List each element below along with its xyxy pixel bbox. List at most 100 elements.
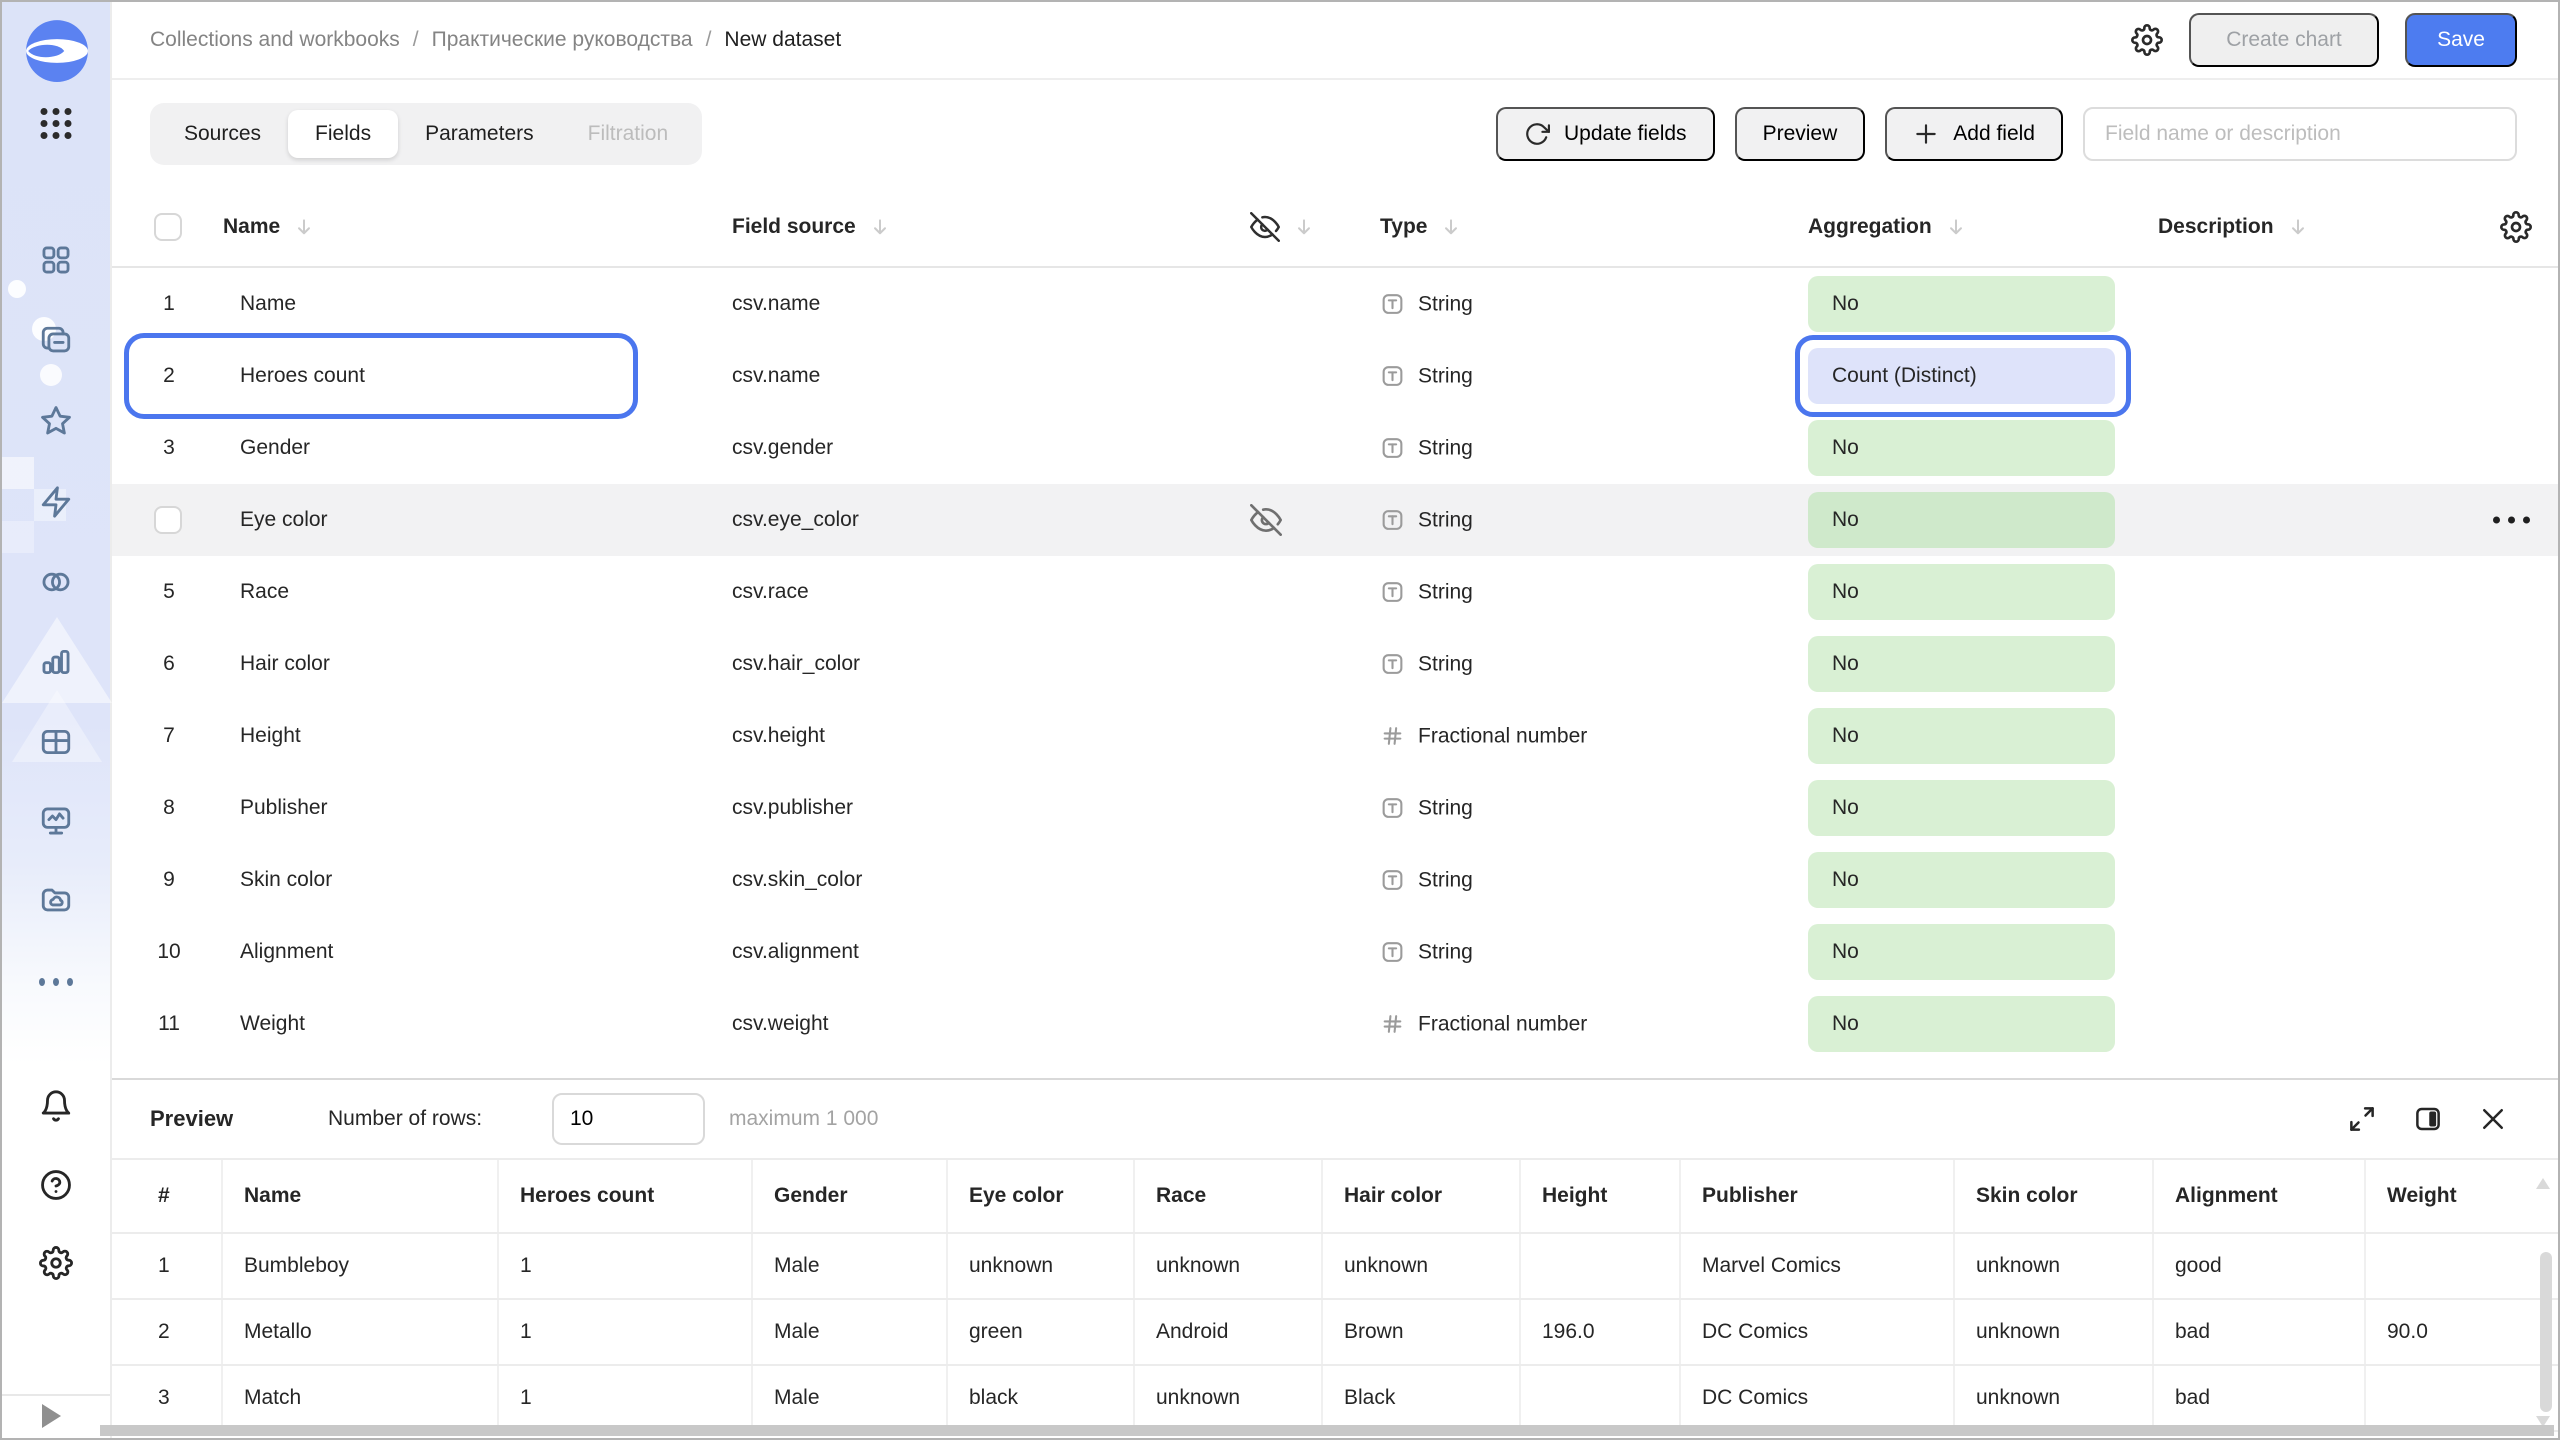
field-source[interactable]: csv.race — [732, 580, 809, 603]
collections-icon[interactable] — [39, 324, 73, 358]
column-header-name[interactable]: Name — [223, 215, 314, 239]
aggregation-select[interactable]: No — [1808, 996, 2115, 1052]
field-type[interactable]: String — [1380, 868, 1473, 893]
field-type[interactable]: Fractional number — [1380, 724, 1587, 749]
scroll-up-arrow[interactable] — [2536, 1178, 2550, 1189]
datalens-logo[interactable] — [24, 18, 90, 84]
aggregation-select[interactable]: No — [1808, 636, 2115, 692]
tables-icon[interactable] — [39, 725, 73, 759]
column-header-description[interactable]: Description — [2158, 215, 2308, 239]
column-header-source[interactable]: Field source — [732, 215, 890, 239]
field-source[interactable]: csv.eye_color — [732, 508, 859, 531]
update-fields-button[interactable]: Update fields — [1495, 107, 1715, 161]
field-name[interactable]: Height — [240, 724, 301, 747]
column-header-aggregation[interactable]: Aggregation — [1808, 215, 1966, 239]
field-type[interactable]: Fractional number — [1380, 1012, 1587, 1037]
field-type[interactable]: String — [1380, 796, 1473, 821]
aggregation-select[interactable]: Count (Distinct) — [1808, 348, 2115, 404]
breadcrumb-current-page: New dataset — [724, 28, 842, 51]
column-header-type[interactable]: Type — [1380, 215, 1461, 239]
field-name[interactable]: Gender — [240, 436, 311, 459]
help-icon[interactable] — [39, 1168, 73, 1202]
add-field-button[interactable]: Add field — [1885, 107, 2063, 161]
aggregation-select[interactable]: No — [1808, 276, 2115, 332]
field-source[interactable]: csv.height — [732, 724, 825, 747]
breadcrumb-workbook[interactable]: Практические руководства — [431, 28, 693, 51]
eye-off-icon[interactable] — [1250, 504, 1282, 536]
sidebar-expand-button[interactable] — [42, 1404, 61, 1428]
preview-cell: green — [946, 1300, 1023, 1364]
tab-parameters[interactable]: Parameters — [425, 122, 534, 145]
aggregation-select[interactable]: No — [1808, 852, 2115, 908]
dataset-settings-gear-icon[interactable] — [2131, 24, 2163, 56]
aggregation-select[interactable]: No — [1808, 924, 2115, 980]
dock-panel-icon[interactable] — [2413, 1104, 2443, 1134]
field-name[interactable]: Race — [240, 580, 290, 603]
field-name[interactable]: Publisher — [240, 796, 328, 819]
favorites-star-icon[interactable] — [39, 404, 73, 438]
field-type[interactable]: String — [1380, 292, 1473, 317]
field-type[interactable]: String — [1380, 508, 1473, 533]
field-search-input[interactable] — [2083, 107, 2517, 161]
preview-button[interactable]: Preview — [1734, 107, 1866, 161]
tab-filtration[interactable]: Filtration — [587, 122, 669, 145]
apps-grid-icon[interactable] — [40, 108, 72, 139]
charts-icon[interactable] — [39, 645, 73, 679]
field-type[interactable]: String — [1380, 652, 1473, 677]
aggregation-select[interactable]: No — [1808, 492, 2115, 548]
table-settings-gear-icon[interactable] — [2500, 211, 2532, 243]
storage-folder-icon[interactable] — [39, 883, 73, 917]
field-type[interactable]: String — [1380, 364, 1473, 389]
field-name[interactable]: Heroes count — [240, 364, 365, 387]
notifications-bell-icon[interactable] — [39, 1089, 73, 1123]
more-ellipsis-icon[interactable] — [39, 965, 73, 999]
vertical-scrollbar-thumb[interactable] — [2540, 1252, 2552, 1412]
aggregation-select[interactable]: No — [1808, 708, 2115, 764]
field-source[interactable]: csv.name — [732, 364, 821, 387]
field-source[interactable]: csv.gender — [732, 436, 834, 459]
field-source[interactable]: csv.name — [732, 292, 821, 315]
aggregation-select[interactable]: No — [1808, 564, 2115, 620]
dashboards-monitor-icon[interactable] — [39, 804, 73, 838]
row-actions-menu-icon[interactable] — [2493, 516, 2530, 524]
eye-off-icon — [1250, 212, 1280, 242]
aggregation-select[interactable]: No — [1808, 780, 2115, 836]
field-name[interactable]: Alignment — [240, 940, 334, 963]
field-name[interactable]: Hair color — [240, 652, 330, 675]
field-type[interactable]: String — [1380, 580, 1473, 605]
row-checkbox[interactable] — [154, 506, 182, 534]
field-name[interactable]: Name — [240, 292, 297, 315]
quick-actions-bolt-icon[interactable] — [39, 485, 73, 519]
field-name[interactable]: Skin color — [240, 868, 333, 891]
preview-col-header: Eye color — [946, 1160, 1064, 1232]
services-grid-icon[interactable] — [39, 243, 73, 277]
field-source[interactable]: csv.hair_color — [732, 652, 860, 675]
expand-preview-icon[interactable] — [2347, 1104, 2377, 1134]
preview-cell: 90.0 — [2364, 1300, 2428, 1364]
close-preview-icon[interactable] — [2478, 1104, 2508, 1134]
field-type[interactable]: String — [1380, 940, 1473, 965]
field-source[interactable]: csv.skin_color — [732, 868, 863, 891]
preview-data-row: 1 Bumbleboy 1 Male unknown unknown unkno… — [112, 1234, 2558, 1300]
horizontal-scrollbar[interactable] — [100, 1425, 2554, 1436]
breadcrumb-collections[interactable]: Collections and workbooks — [150, 28, 400, 51]
field-type[interactable]: String — [1380, 436, 1473, 461]
tab-sources[interactable]: Sources — [184, 122, 262, 145]
scroll-down-arrow[interactable] — [2536, 1416, 2550, 1427]
column-header-hidden[interactable] — [1250, 212, 1314, 242]
save-button[interactable]: Save — [2405, 13, 2517, 67]
create-chart-button[interactable]: Create chart — [2189, 13, 2379, 67]
aggregation-select[interactable]: No — [1808, 420, 2115, 476]
linked-circles-icon[interactable] — [39, 565, 73, 599]
field-source[interactable]: csv.alignment — [732, 940, 859, 963]
field-source[interactable]: csv.publisher — [732, 796, 853, 819]
field-name[interactable]: Weight — [240, 1012, 305, 1035]
tab-fields[interactable]: Fields — [288, 110, 399, 158]
field-name[interactable]: Eye color — [240, 508, 328, 531]
settings-gear-icon[interactable] — [39, 1246, 74, 1280]
field-row: 5 Race csv.race String No — [112, 556, 2558, 628]
select-all-checkbox[interactable] — [154, 213, 182, 241]
field-source[interactable]: csv.weight — [732, 1012, 829, 1035]
number-of-rows-input[interactable] — [552, 1093, 705, 1145]
fields-table-header: Name Field source Type Aggregation — [112, 188, 2558, 268]
